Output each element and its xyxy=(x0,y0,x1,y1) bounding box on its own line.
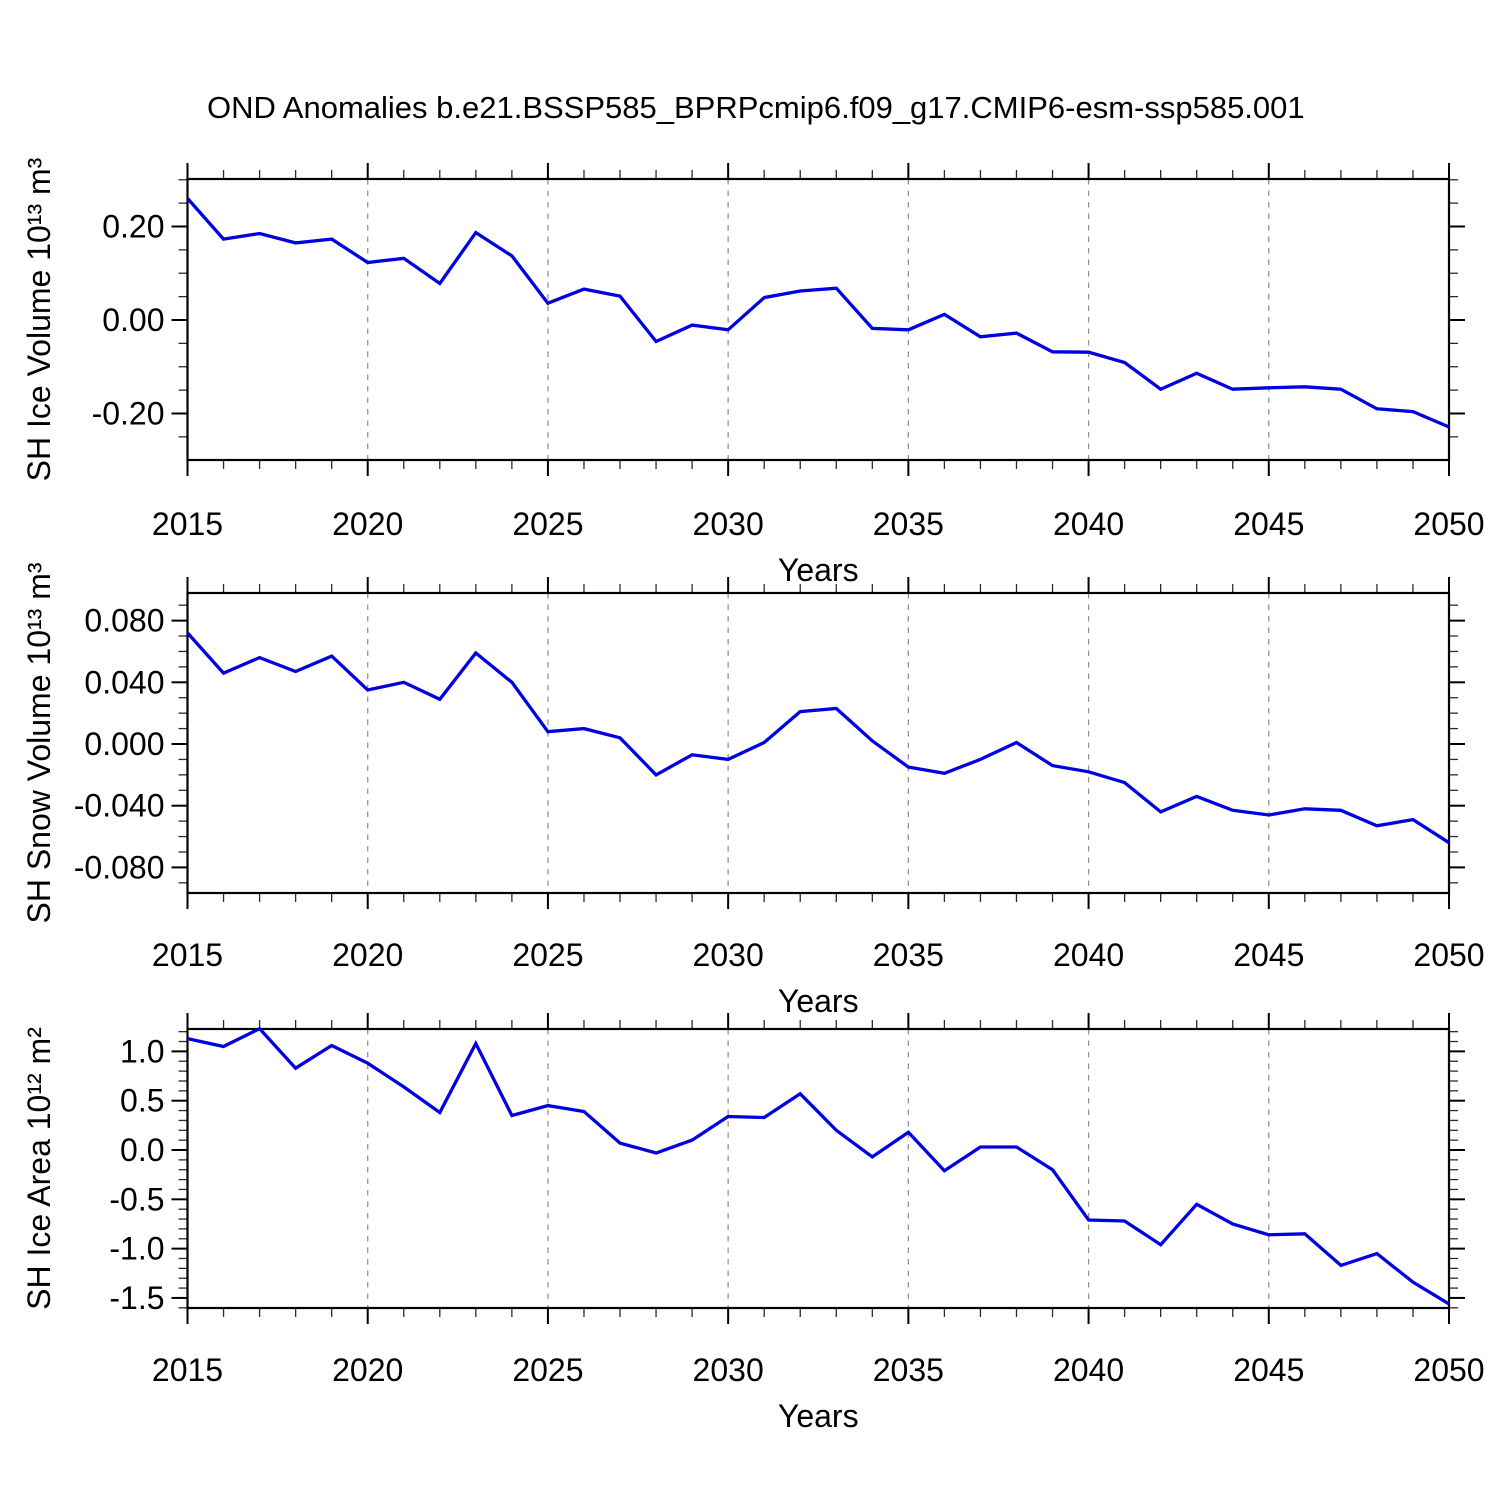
y-tick-label: -1.0 xyxy=(109,1231,164,1267)
y-tick-label: 0.000 xyxy=(84,726,164,762)
x-tick-label: 2040 xyxy=(1053,1352,1124,1388)
y-tick-label: -0.040 xyxy=(74,788,165,824)
y-tick-label: -0.080 xyxy=(74,849,165,885)
y-tick-label: 0.20 xyxy=(102,208,164,244)
anomaly-line-panel-2 xyxy=(186,631,1450,845)
anomaly-line-panel-3 xyxy=(187,1026,1450,1306)
y-tick-label: -0.20 xyxy=(92,395,165,431)
x-tick-label: 2040 xyxy=(1053,506,1124,542)
x-tick-label: 2030 xyxy=(693,937,764,973)
y-tick-label: 0.080 xyxy=(84,603,164,639)
x-tick-label: 2045 xyxy=(1233,506,1304,542)
y-axis-title: SH Ice Volume 10¹³ m³ xyxy=(21,157,57,481)
plot-frame xyxy=(186,177,1451,462)
x-tick-label: 2015 xyxy=(152,1352,223,1388)
x-axis-title: Years xyxy=(778,552,859,588)
panel-1: 0.20 0.00 -0.20 2015 2020 2025 2030 2035 2040 204… xyxy=(21,157,1485,588)
y-tick-label: 0.5 xyxy=(120,1083,164,1119)
x-tick-label: 2050 xyxy=(1413,506,1484,542)
panel-3: 1.0 0.5 0.0 -0.5 -1.0 -1.5 2015 2020 2025 2030 203… xyxy=(21,1013,1485,1434)
figure-title: OND Anomalies b.e21.BSSP585_BPRPcmip6.f0… xyxy=(207,90,1305,125)
x-axis-title: Years xyxy=(778,983,859,1019)
x-axis-title: Years xyxy=(778,1398,859,1434)
y-axis-title: SH Snow Volume 10¹³ m³ xyxy=(21,562,57,923)
y-tick-label: 1.0 xyxy=(120,1033,164,1069)
y-tick-label: 0.0 xyxy=(120,1132,164,1168)
x-tick-label: 2020 xyxy=(332,937,403,973)
plot-frame xyxy=(186,1027,1451,1310)
x-tick-label: 2025 xyxy=(512,1352,583,1388)
anomaly-line-panel-1 xyxy=(186,197,1450,429)
panel-2: 0.080 0.040 0.000 -0.040 -0.080 2015 2020 2025 2… xyxy=(21,562,1485,1019)
x-tick-label: 2050 xyxy=(1413,937,1484,973)
x-tick-label: 2045 xyxy=(1233,1352,1304,1388)
x-tick-label: 2050 xyxy=(1413,1352,1484,1388)
x-tick-label: 2025 xyxy=(512,506,583,542)
x-tick-label: 2025 xyxy=(512,937,583,973)
x-tick-label: 2040 xyxy=(1053,937,1124,973)
x-tick-label: 2015 xyxy=(152,937,223,973)
y-tick-label: 0.00 xyxy=(102,302,164,338)
y-tick-label: -0.5 xyxy=(109,1181,164,1217)
y-tick-label: -1.5 xyxy=(109,1280,164,1316)
x-tick-label: 2020 xyxy=(332,1352,403,1388)
x-tick-label: 2015 xyxy=(152,506,223,542)
x-tick-label: 2035 xyxy=(873,937,944,973)
plot-frame xyxy=(186,591,1451,895)
x-tick-label: 2030 xyxy=(693,506,764,542)
x-tick-label: 2035 xyxy=(873,1352,944,1388)
x-tick-label: 2030 xyxy=(693,1352,764,1388)
x-tick-label: 2045 xyxy=(1233,937,1304,973)
y-axis-title: SH Ice Area 10¹² m² xyxy=(21,1027,57,1310)
y-tick-label: 0.040 xyxy=(84,664,164,700)
x-tick-label: 2035 xyxy=(873,506,944,542)
x-tick-label: 2020 xyxy=(332,506,403,542)
